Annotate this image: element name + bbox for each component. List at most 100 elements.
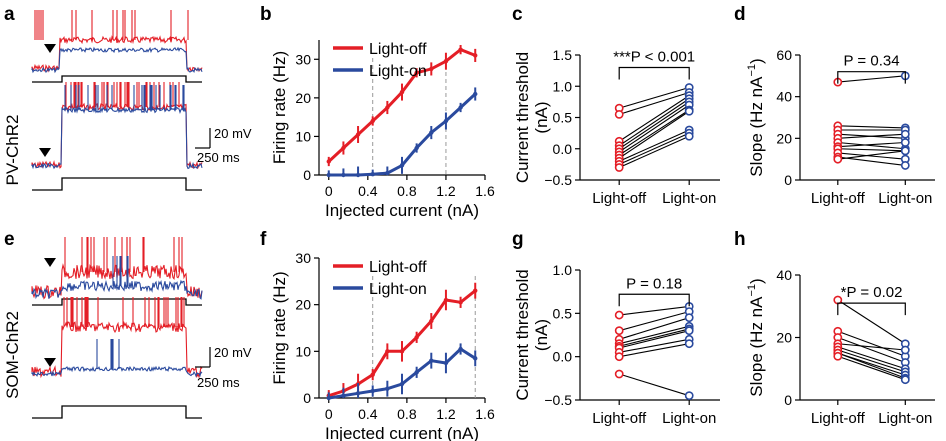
stimulus-a2 [32,177,202,191]
pair-line [619,328,690,347]
data-point-light-off [614,369,624,379]
y-tick-label: −0.5 [544,392,572,408]
data-point [399,89,405,95]
data-point-light-off [614,310,624,320]
trace-a1-light-on [31,46,203,74]
pair-line [618,104,690,153]
data-point [414,370,419,375]
data-point-light-off [833,154,843,164]
data-point [341,172,346,178]
pair-line [837,299,906,345]
x-tick-label: 0.8 [397,406,417,422]
pair-line [837,141,906,150]
y-tick-label: 30 [295,250,311,266]
data-point [458,105,463,110]
data-point-light-on [684,326,694,336]
trace-e2-light-off [31,320,203,379]
data-point [341,145,346,151]
pair-line [619,330,690,349]
pair-line [618,135,690,169]
y-tick-label: 20 [295,297,311,313]
pair-line [618,110,690,159]
panel-label-b: b [260,4,272,25]
pair-line [619,317,690,340]
data-point [443,297,449,303]
x-tick-label: Light-on [662,190,716,207]
data-point-light-on [684,131,694,141]
data-point [355,391,361,396]
data-point-light-on [900,161,910,170]
data-point-light-on [684,391,694,401]
y-tick-label: 0.0 [553,141,573,157]
y-tick-label: 0 [784,172,792,188]
y-tick-label: 60 [776,47,792,63]
x-tick-label: 1.2 [436,183,456,199]
significance-bracket [837,71,906,84]
scale-time-label-som: 250 ms [197,375,240,390]
data-point [385,105,390,110]
x-tick-label: Light-on [662,410,716,427]
data-point [473,288,478,293]
data-point [473,53,478,58]
stimulus-a1 [32,75,202,83]
pair-line [837,343,906,351]
pair-line [837,141,906,148]
data-point [370,372,375,377]
pair-line [618,129,690,162]
chart-f-firing-rate: 0 10 20 30 0 0.4 0.8 1.2 1.6 Light-off Light-on Inj… [270,250,495,441]
y-tick-label: −0.5 [544,172,572,188]
x-tick-label: 0 [325,406,333,422]
data-point-light-off [614,326,624,336]
y-axis-title: Current threshold [513,269,532,400]
y-axis-title: Slope (Hz nA−1) [746,278,766,396]
data-point [399,163,405,168]
data-point [414,70,419,75]
x-tick-label: 0 [325,183,333,199]
pair-line [619,305,690,316]
data-point [473,91,478,97]
y-tick-label: 0 [303,390,311,406]
voltage-traces [31,10,203,419]
chart-b-firing-rate: 0 10 20 30 0 0.4 0.8 1.2 1.6 Light-off Light-on Inj… [270,40,495,220]
pair-line [837,152,906,160]
pair-line [837,346,906,370]
data-point [370,172,375,177]
data-point [429,358,434,363]
y-tick-label: 10 [295,343,311,359]
data-point-light-on [900,375,910,385]
arrowhead-a2-icon [39,148,51,157]
data-point-light-off [614,163,624,172]
data-point [458,300,463,305]
pair-line [837,133,906,139]
y-axis-title: Slope (Hz nA−1) [746,58,766,176]
x-tick-label: 1.2 [436,406,456,422]
data-point [385,349,390,354]
data-point [429,66,434,72]
x-tick-label: 1.6 [475,406,495,422]
data-point-light-on [900,138,910,147]
data-point-light-on [900,345,910,355]
trace-e2-light-on [31,365,203,378]
data-point-light-on [900,146,910,156]
y-tick-label: 0.5 [553,305,573,321]
pair-line [619,91,690,115]
pair-line [618,109,690,156]
data-point [443,59,449,64]
data-point [473,356,478,361]
x-axis-title: Injected current (nA) [325,424,479,441]
x-tick-label: Light-on [878,190,932,207]
y-axis-title: Firing rate (Hz) [270,271,289,384]
trace-e1-light-on [31,279,203,300]
pair-line [837,330,906,357]
legend-label-light-on: Light-on [369,63,427,80]
significance-bracket [837,302,906,316]
y-axis-title: Firing rate (Hz) [270,51,289,164]
y-tick-label: 0.0 [553,349,573,365]
scale-bar-som: 20 mV 250 ms [195,345,252,390]
pair-line [618,132,690,165]
y-tick-label: 40 [776,89,792,105]
arrowhead-e1-icon [44,258,56,267]
x-tick-label: 0.4 [358,183,378,199]
pair-line [837,125,906,129]
